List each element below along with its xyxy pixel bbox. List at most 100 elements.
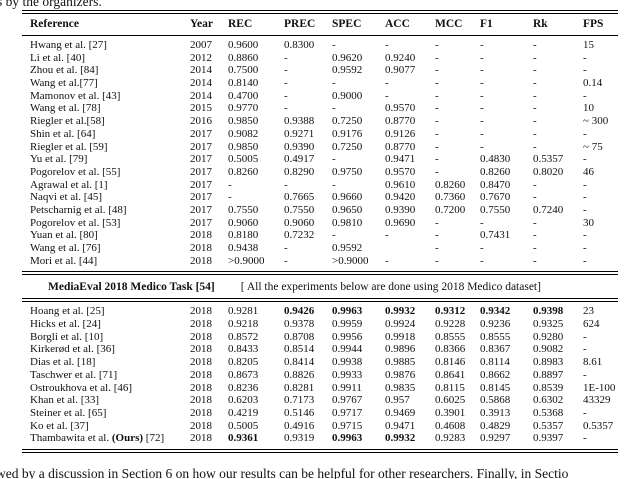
column-header: SPEC: [332, 18, 362, 30]
year-cell: 2014: [190, 89, 212, 102]
value-cell: 0.9390: [284, 140, 315, 153]
column-header: ACC: [385, 18, 410, 30]
value-cell: 0.9126: [385, 127, 416, 140]
table-row: Riegler et al. [59] 2017 0.9850 0.9390 0.725…: [22, 141, 618, 154]
value-cell: -: [435, 229, 439, 242]
year-cell: 2017: [190, 191, 212, 204]
column-header: F1: [480, 18, 493, 30]
value-cell: 0.9378: [284, 318, 315, 331]
value-cell: -: [533, 51, 537, 64]
value-cell: 0.9469: [385, 406, 416, 419]
value-cell: 0.9956: [332, 330, 363, 343]
year-cell: 2018: [190, 356, 212, 369]
value-cell: 0.8770: [385, 140, 416, 153]
value-cell: 0.7431: [480, 229, 511, 242]
value-cell: 0.8290: [284, 165, 315, 178]
value-cell: -: [435, 102, 439, 115]
value-cell: 0.9000: [332, 89, 363, 102]
value-cell: -: [480, 115, 484, 128]
value-cell: -: [480, 89, 484, 102]
value-cell: -: [332, 178, 336, 191]
reference-cell: Shin et al. [64]: [30, 127, 96, 140]
year-cell: 2018: [190, 343, 212, 356]
value-cell: 0.9592: [332, 64, 363, 77]
value-cell: 0.8770: [385, 115, 416, 128]
value-cell: -: [480, 127, 484, 140]
reference-cell: Naqvi et al. [45]: [30, 191, 103, 204]
reference-cell: Steiner et al. [65]: [30, 406, 107, 419]
value-cell: 0.5146: [284, 406, 315, 419]
value-cell: -: [583, 242, 587, 254]
value-cell: -: [480, 102, 484, 115]
value-cell: 0.8983: [533, 356, 564, 369]
table-row: Wang et al. [76] 2018 0.9438 - 0.9592 - - - -: [22, 242, 618, 255]
column-header: Reference: [30, 18, 79, 30]
value-cell: >0.9000: [332, 254, 369, 267]
value-cell: 0.9426: [284, 305, 315, 318]
value-cell: -: [332, 153, 336, 166]
value-cell: 0.9325: [533, 318, 564, 331]
value-cell: 0.7665: [284, 191, 315, 204]
value-cell: 0.8300: [284, 39, 315, 51]
value-cell: [385, 242, 435, 255]
table-row: Naqvi et al. [45] 2017 - 0.7665 0.9660 0.9420…: [22, 191, 618, 204]
year-cell: 2018: [190, 381, 212, 394]
table-row: Ostroukhova et al. [46] 2018 0.8236 0.8281 0…: [22, 382, 618, 395]
year-cell: 2016: [190, 115, 212, 128]
value-cell: 0.8260: [435, 178, 466, 191]
value-cell: 0.8140: [228, 77, 259, 90]
year-cell: 2018: [190, 432, 212, 445]
value-cell: 0.9924: [385, 318, 416, 331]
reference-cell: Riegler et al. [59]: [30, 140, 108, 153]
value-cell: -: [583, 178, 587, 191]
value-cell: 0.9082: [533, 343, 564, 356]
value-cell: 0.9938: [332, 356, 363, 369]
value-cell: 0.5357: [533, 153, 564, 166]
value-cell: 0.8673: [228, 368, 259, 381]
value-cell: 0.4608: [435, 419, 466, 432]
value-cell: 0.3901: [435, 406, 466, 419]
value-cell: 0.9228: [435, 318, 466, 331]
reference-cell: Petscharnig et al. [48]: [30, 203, 127, 216]
year-cell: 2018: [190, 330, 212, 343]
value-cell: 0.5005: [228, 153, 259, 166]
value-cell: 0.14: [583, 77, 603, 90]
column-header: Year: [190, 18, 213, 30]
reference-cell: Dias et al. [18]: [30, 356, 96, 369]
value-cell: 0.8555: [435, 330, 466, 343]
value-cell: 0.9281: [228, 305, 259, 318]
table-row: Steiner et al. [65] 2018 0.4219 0.5146 0.971…: [22, 407, 618, 420]
value-cell: ~ 75: [583, 140, 603, 153]
value-cell: -: [228, 191, 232, 204]
value-cell: 0.9342: [480, 305, 511, 318]
value-cell: 0.9850: [228, 140, 259, 153]
value-cell: 0.8366: [435, 343, 466, 356]
section-divider-rule-bottom: [22, 298, 618, 303]
value-cell: 0.8260: [480, 165, 511, 178]
value-cell: -: [385, 39, 389, 51]
year-cell: 2014: [190, 77, 212, 90]
table-row: Borgli et al. [10] 2018 0.8572 0.8708 0.9956…: [22, 331, 618, 344]
value-cell: 0.957: [385, 394, 410, 407]
value-cell: 0.9283: [435, 432, 466, 445]
value-cell: 0.9398: [533, 305, 564, 318]
value-cell: 0.7550: [228, 203, 259, 216]
table-row: Yu et al. [79] 2017 0.5005 0.4917 - 0.9471 - 0.…: [22, 153, 618, 166]
value-cell: 0.9082: [228, 127, 259, 140]
value-cell: -: [228, 178, 232, 191]
value-cell: -: [435, 89, 439, 102]
value-cell: 0.5357: [583, 419, 614, 432]
value-cell: 0.8146: [435, 356, 466, 369]
section-divider-rule-top: [22, 271, 618, 276]
value-cell: 0.7200: [435, 203, 466, 216]
value-cell: 0.9236: [480, 318, 511, 331]
value-cell: 0.9850: [228, 115, 259, 128]
value-cell: -: [533, 39, 537, 51]
table-row: Pogorelov et al. [53] 2017 0.9060 0.9060 0.9…: [22, 217, 618, 230]
value-cell: 0.9750: [332, 165, 363, 178]
value-cell: 8.61: [583, 356, 603, 369]
value-cell: -: [583, 343, 587, 356]
value-cell: 0.9297: [480, 432, 511, 445]
value-cell: -: [435, 127, 439, 140]
value-cell: -: [583, 89, 587, 102]
